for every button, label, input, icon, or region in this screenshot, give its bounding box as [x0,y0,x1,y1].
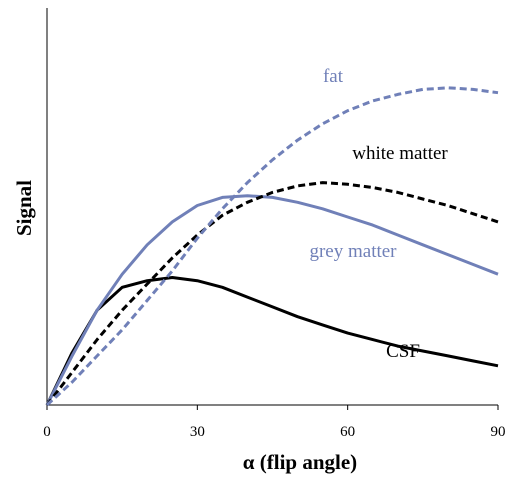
x-tick-label: 0 [43,424,51,440]
x-tick-label: 60 [340,424,355,440]
white-matter-line [45,181,499,406]
grey-matter-label: grey matter [309,241,397,262]
chart-axes [46,8,499,410]
x-tick-labels: 0 30 60 90 [43,424,505,440]
csf-label: CSF [386,341,420,362]
x-tick-label: 90 [491,424,506,440]
white-matter-label: white matter [352,143,448,164]
fat-label: fat [323,66,344,87]
series-labels: fat white matter grey matter CSF [309,66,448,362]
fat-line [45,86,499,407]
y-axis-title: Signal [12,180,36,236]
x-axis-title: α (flip angle) [243,450,357,474]
x-tick-label: 30 [190,424,205,440]
csf-line [45,276,499,406]
grey-matter-line [45,194,499,406]
series-lines [45,86,499,407]
